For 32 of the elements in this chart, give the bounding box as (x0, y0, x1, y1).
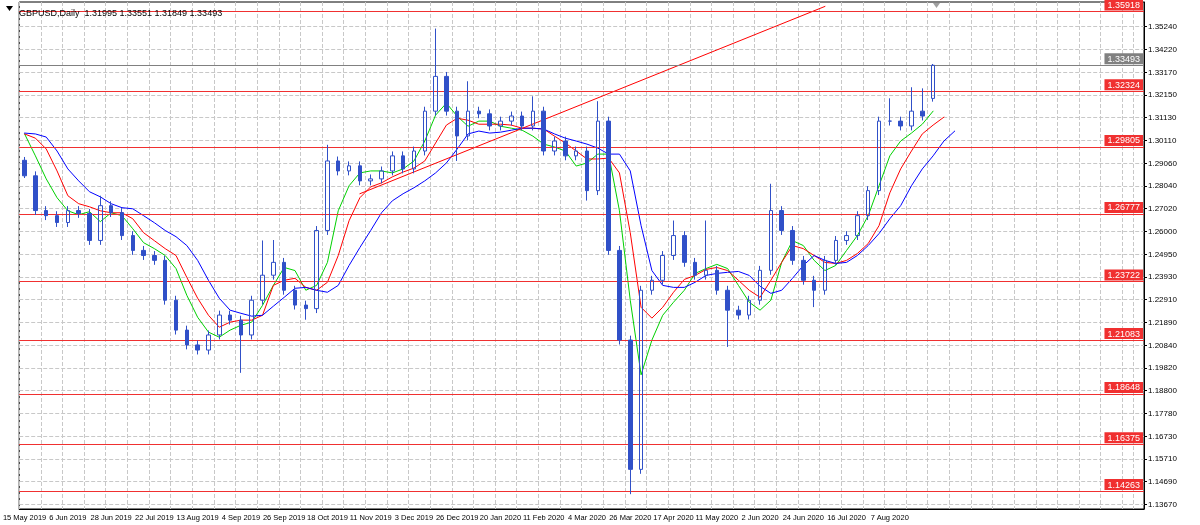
ref-line-label: 1.23722 (1107, 270, 1140, 281)
y-tick-label: 1.18800 (1148, 386, 1178, 396)
y-tick-label: 1.26000 (1148, 226, 1178, 236)
y-tick-label: 1.24950 (1148, 249, 1178, 259)
ref-line-label: 1.32324 (1107, 79, 1140, 90)
y-tick-label: 1.31130 (1148, 113, 1177, 123)
y-tick-label: 1.34220 (1148, 44, 1178, 54)
ref-line-label: 1.35918 (1107, 0, 1140, 11)
y-tick-label: 1.23930 (1148, 272, 1178, 282)
y-tick-label: 1.30110 (1148, 135, 1177, 145)
y-tick-label: 1.17780 (1148, 408, 1178, 418)
y-tick-label: 1.22910 (1148, 295, 1178, 305)
y-tick-label: 1.14690 (1148, 477, 1178, 487)
y-tick-label: 1.27020 (1148, 204, 1178, 214)
y-tick-label: 1.33170 (1148, 67, 1178, 77)
ref-line-label: 1.29805 (1107, 135, 1140, 146)
y-tick-label: 1.13670 (1148, 499, 1178, 509)
ref-line-label: 1.26777 (1107, 202, 1140, 213)
y-tick-label: 1.19820 (1148, 363, 1178, 373)
y-tick-label: 1.35240 (1148, 22, 1178, 32)
y-tick-label: 1.16730 (1148, 431, 1178, 441)
y-tick-label: 1.15710 (1148, 454, 1178, 464)
y-tick-label: 1.29060 (1148, 158, 1178, 168)
ref-line-label: 1.16375 (1107, 432, 1140, 443)
ref-line-label: 1.33493 (1107, 53, 1140, 64)
ref-line-label: 1.18648 (1107, 382, 1140, 393)
y-tick-label: 1.28040 (1148, 181, 1178, 191)
ref-line-label: 1.14263 (1107, 479, 1140, 490)
ref-line-label: 1.21083 (1107, 328, 1140, 339)
y-tick-label: 1.21890 (1148, 317, 1178, 327)
y-tick-label: 1.32150 (1148, 90, 1178, 100)
y-tick-label: 1.20840 (1148, 340, 1178, 350)
